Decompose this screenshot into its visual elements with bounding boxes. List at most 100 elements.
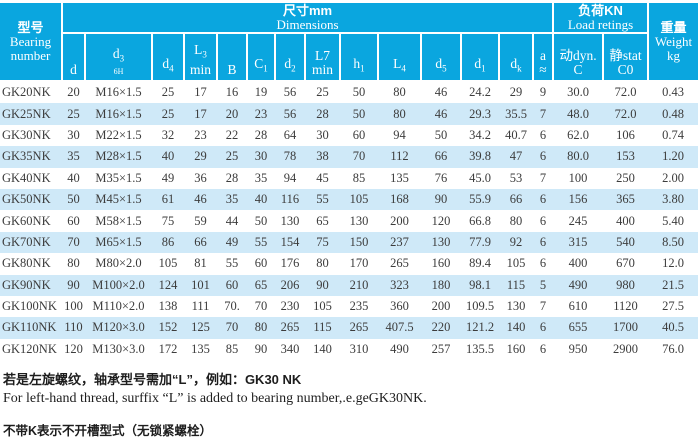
table-row: GK110NK 110 M120×3.0 152 125 70 80 265 115 265 407… [0, 317, 698, 339]
table-cell: 140 [506, 320, 526, 335]
table-cell: 25 [316, 85, 329, 100]
table-cell: 66 [434, 149, 448, 164]
table-cell: 56 [283, 85, 297, 100]
table-cell: 150 [349, 234, 369, 249]
bearing-number-cell: GK110NK [2, 320, 57, 335]
table-cell: 75 [161, 213, 175, 228]
header-cell-l4: L4 [378, 33, 422, 82]
table-cell: 115 [313, 320, 332, 335]
table-cell: M45×1.5 [95, 192, 142, 207]
table-cell: 50 [434, 127, 448, 142]
table-cell: 407.5 [385, 320, 414, 335]
table-cell: 130 [431, 234, 451, 249]
table-row: GK30NK 30 M22×1.5 32 23 22 28 64 30 60 94 50 34.2 40.… [0, 125, 698, 146]
table-cell: M130×3.0 [92, 341, 145, 356]
table-cell: 0.74 [662, 127, 684, 142]
table-cell: 29 [509, 85, 523, 100]
table-cell: 110 [64, 320, 83, 335]
table-cell: 28 [225, 170, 239, 185]
weight-label-en: Weight [654, 34, 693, 49]
table-cell: 310 [349, 341, 369, 356]
table-cell: 90 [67, 277, 80, 292]
table-cell: 36 [194, 170, 207, 185]
table-cell: 46 [194, 192, 207, 207]
header-group-dimensions: 尺寸mm Dimensions [62, 3, 555, 34]
table-cell: 29.3 [469, 106, 491, 121]
table-cell: 120 [431, 213, 451, 228]
table-cell: 130 [280, 213, 300, 228]
table-row: GK60NK 60 M58×1.5 75 59 44 50 130 65 130 200 120 66.… [0, 210, 698, 231]
table-cell: 6 [539, 192, 547, 207]
header-cell-h1: h1 [340, 33, 379, 82]
table-cell: 1120 [613, 299, 638, 314]
table-cell: 25 [67, 106, 80, 121]
table-cell: 32 [161, 127, 175, 142]
header-cell-bearing-number: 型号 Bearing number [0, 3, 63, 82]
table-cell: 6 [539, 127, 547, 142]
header-cell-weight: 重量 Weight kg [648, 3, 698, 82]
table-cell: 323 [390, 277, 409, 292]
bearing-number-cell: GK70NK [2, 234, 51, 249]
table-cell: 100 [568, 170, 588, 185]
table-cell: 80 [393, 85, 406, 100]
table-cell: 29 [194, 149, 207, 164]
table-cell: 23 [194, 127, 207, 142]
table-cell: 105 [506, 256, 526, 271]
table-cell: 40.5 [662, 320, 684, 335]
table-cell: 50 [352, 106, 366, 121]
table-cell: 138 [158, 299, 178, 314]
table-cell: 180 [431, 277, 451, 292]
table-cell: 35 [225, 192, 239, 207]
table-cell: 2.00 [662, 170, 684, 185]
table-cell: 59 [194, 213, 207, 228]
table-cell: 66 [194, 234, 207, 249]
table-cell: 70. [224, 299, 240, 314]
table-cell: 60 [67, 213, 80, 228]
table-cell: 55 [225, 256, 239, 271]
bearing-number-cell: GK30NK [2, 127, 51, 142]
table-cell: 105 [158, 256, 178, 271]
table-cell: 40 [161, 149, 175, 164]
table-cell: 490 [568, 277, 588, 292]
table-cell: 80 [393, 106, 406, 121]
table-cell: 115 [506, 277, 526, 292]
table-cell: 220 [431, 320, 451, 335]
table-cell: 65 [316, 213, 329, 228]
table-row: GK90NK 90 M100×2.0 124 101 60 65 206 90 210 323 180… [0, 274, 698, 296]
table-cell: 27.5 [662, 299, 684, 314]
table-cell: 55 [254, 234, 268, 249]
table-cell: 109.5 [465, 299, 495, 314]
header-group-load-ratings: 负荷KN Load retings [553, 3, 650, 34]
table-row: GK80NK 80 M80×2.0 105 81 55 60 176 80 170 265 160 89… [0, 253, 698, 274]
table-cell: 60 [225, 277, 239, 292]
table-cell: 60 [352, 127, 366, 142]
table-cell: 7 [539, 170, 547, 185]
table-cell: 85 [225, 341, 239, 356]
table-cell: 49 [161, 170, 175, 185]
header-cell-dynamic-load: 动dyn. C [553, 33, 605, 82]
table-cell: 100 [64, 299, 83, 314]
table-cell: 76 [434, 170, 448, 185]
table-cell: 106 [616, 127, 635, 142]
table-cell: 45 [316, 170, 329, 185]
table-cell: 80 [316, 256, 329, 271]
table-cell: M35×1.5 [95, 170, 142, 185]
table-row: GK120NK 120 M130×3.0 172 135 85 90 340 140 310 490… [0, 339, 698, 360]
table-cell: 265 [390, 256, 409, 271]
table-cell: 101 [191, 277, 210, 292]
table-cell: 64 [283, 127, 297, 142]
table-cell: 160 [431, 256, 451, 271]
bearing-number-cell: GK25NK [2, 106, 51, 121]
table-cell: 360 [390, 299, 409, 314]
table-cell: 7 [539, 299, 547, 314]
table-header: 型号 Bearing number 尺寸mm Dimensions 负荷KN L… [0, 3, 698, 82]
table-cell: 340 [280, 341, 300, 356]
table-cell: 135 [191, 341, 210, 356]
table-cell: 6 [539, 213, 547, 228]
table-cell: 25 [225, 149, 239, 164]
table-cell: 245 [568, 213, 588, 228]
table-row: GK35NK 35 M28×1.5 40 29 25 30 78 38 70 112 66 39.8 47… [0, 146, 698, 168]
table-cell: 50 [352, 85, 366, 100]
table-cell: 24.2 [469, 85, 491, 100]
table-cell: 72.0 [614, 106, 637, 121]
